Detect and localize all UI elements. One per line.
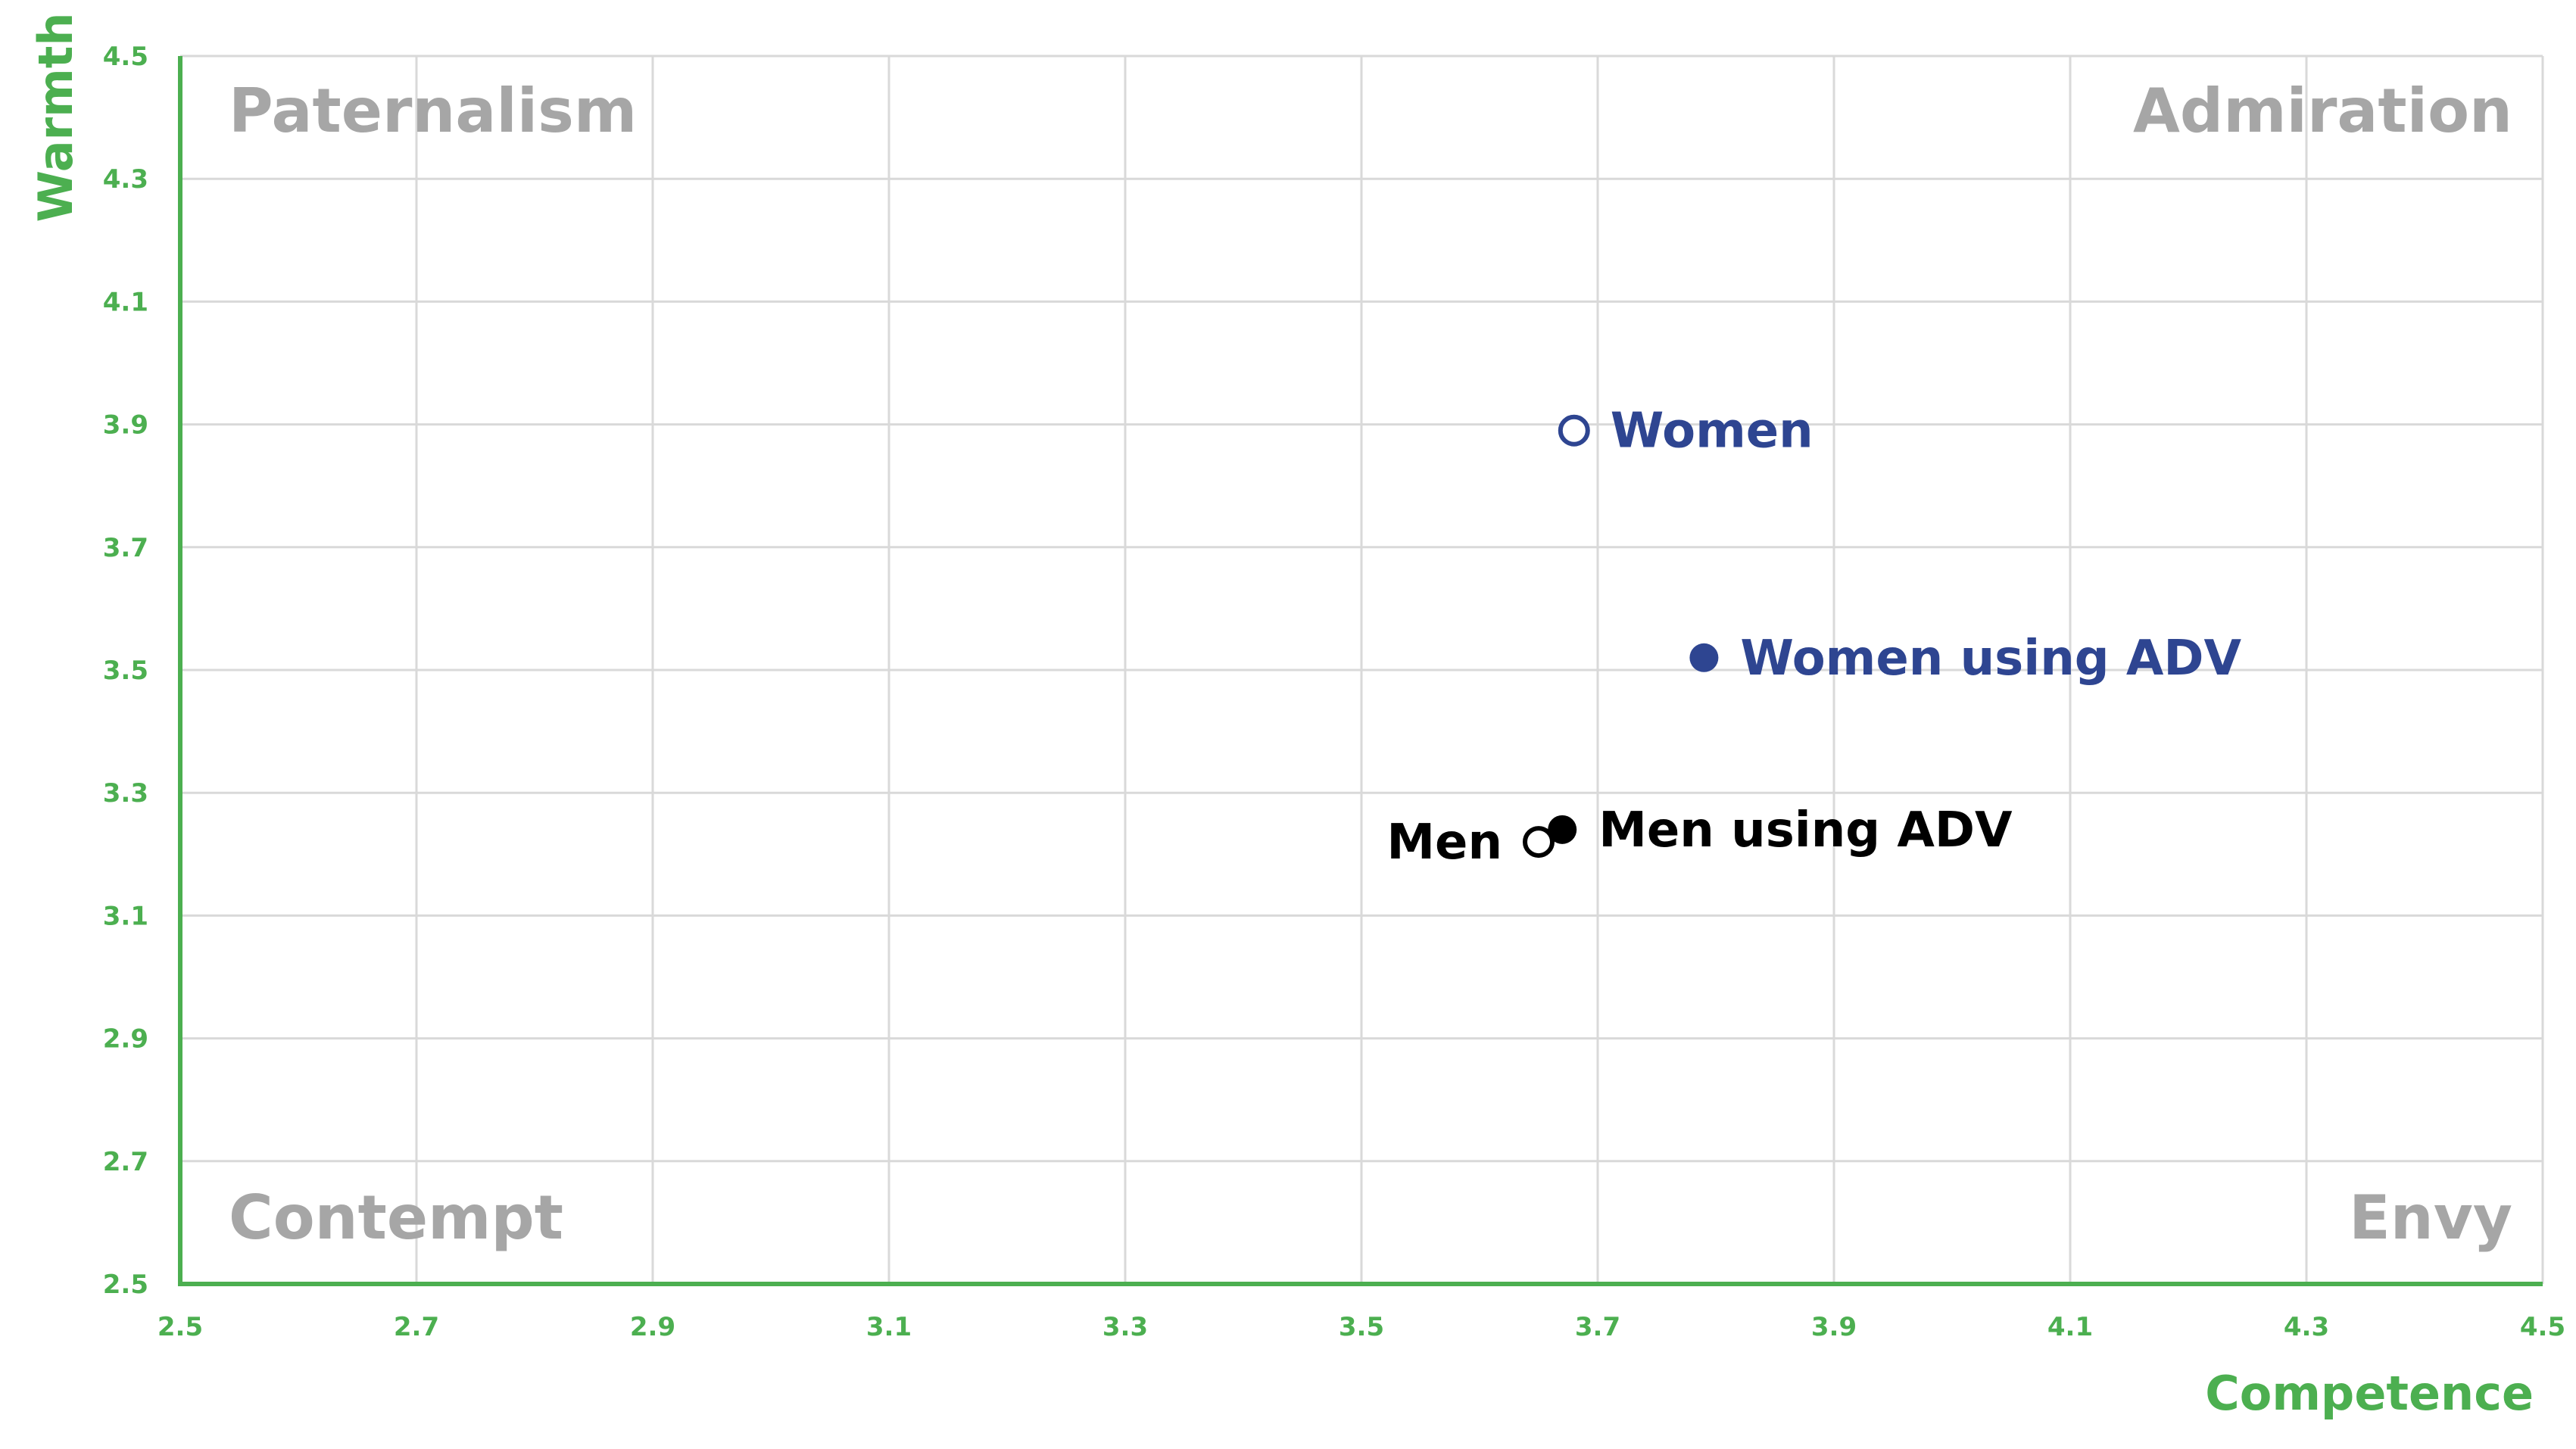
axes — [178, 56, 2543, 1286]
x-tick-label: 4.3 — [2284, 1312, 2329, 1342]
x-tick-label: 4.1 — [2047, 1312, 2093, 1342]
point-label: Women using ADV — [1740, 631, 2241, 687]
x-tick-label: 3.7 — [1575, 1312, 1620, 1342]
point-label: Men using ADV — [1598, 802, 2013, 858]
y-tick-label: 3.5 — [103, 656, 148, 686]
quadrant-label-top-right: Admiration — [2133, 76, 2512, 146]
y-tick-label: 3.3 — [103, 778, 148, 809]
point-label: Women — [1611, 404, 1813, 460]
quadrant-label-bottom-left: Contempt — [229, 1183, 563, 1253]
point-marker-open — [1558, 414, 1590, 447]
axis-titles: Competence Warmth — [28, 13, 2534, 1421]
y-axis-title: Warmth — [28, 13, 83, 223]
y-tick-label: 2.9 — [103, 1024, 148, 1055]
data-points: Women Women using ADV Men Men using ADV — [1386, 404, 2241, 871]
quadrant-label-bottom-right: Envy — [2349, 1183, 2512, 1253]
y-tick-label: 4.5 — [103, 42, 148, 72]
x-tick-label: 2.9 — [630, 1312, 675, 1342]
y-tick-label: 2.7 — [103, 1147, 148, 1177]
x-tick-label: 2.7 — [394, 1312, 439, 1342]
point-label: Men — [1386, 815, 1502, 871]
x-tick-label: 3.1 — [866, 1312, 912, 1342]
point-marker-filled — [1689, 643, 1719, 672]
x-tick-label: 3.9 — [1811, 1312, 1857, 1342]
x-axis-title: Competence — [2205, 1366, 2534, 1421]
point-marker-open — [1523, 826, 1555, 858]
tick-labels: 2.5 2.7 2.9 3.1 3.3 3.5 3.7 3.9 4.1 4.3 4.5 2.5 2.7 2… — [103, 42, 2565, 1342]
x-tick-label: 3.3 — [1102, 1312, 1148, 1342]
y-tick-label: 4.3 — [103, 164, 148, 195]
y-tick-label: 3.9 — [103, 410, 148, 441]
y-tick-label: 3.1 — [103, 901, 148, 931]
y-tick-label: 2.5 — [103, 1270, 148, 1300]
y-tick-label: 3.7 — [103, 533, 148, 563]
x-tick-label: 2.5 — [157, 1312, 203, 1342]
quadrant-label-top-left: Paternalism — [229, 76, 637, 146]
quadrant-labels: Paternalism Admiration Contempt Envy — [229, 76, 2512, 1253]
point-marker-filled — [1548, 815, 1577, 844]
grid-lines — [180, 55, 2544, 1284]
x-tick-label: 4.5 — [2520, 1312, 2565, 1342]
y-tick-label: 4.1 — [103, 287, 148, 317]
x-tick-label: 3.5 — [1339, 1312, 1384, 1342]
